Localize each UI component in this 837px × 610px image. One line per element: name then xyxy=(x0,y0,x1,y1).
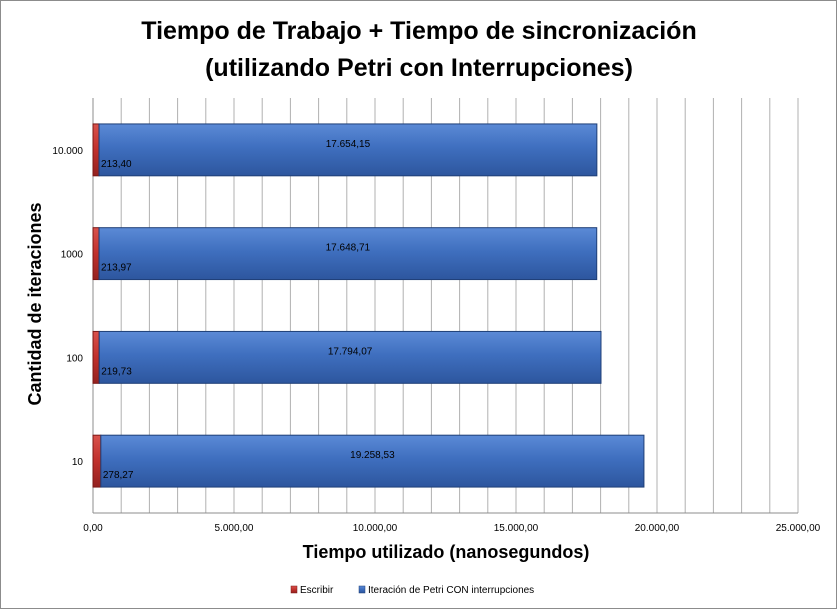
bar-iteracion-petri xyxy=(100,434,645,488)
bar-escribir xyxy=(92,434,102,488)
data-label-iteracion-petri: 19.258,53 xyxy=(350,450,395,461)
x-axis-title: Tiempo utilizado (nanosegundos) xyxy=(303,542,590,562)
x-tick-label: 5.000,00 xyxy=(215,523,254,534)
y-tick-label: 100 xyxy=(66,353,83,364)
y-tick-labels: 10.000 1000 100 10 xyxy=(52,146,83,468)
bar-escribir xyxy=(92,330,100,384)
bar-iteracion-petri xyxy=(98,227,598,281)
x-tick-label: 20.000,00 xyxy=(635,523,680,534)
legend-label-escribir: Escribir xyxy=(300,585,334,596)
legend-key-escribir xyxy=(290,585,298,594)
chart-title-line-2: (utilizando Petri con Interrupciones) xyxy=(205,54,633,82)
data-label-escribir: 278,27 xyxy=(103,470,134,481)
x-tick-label: 25.000,00 xyxy=(776,523,821,534)
data-label-escribir: 213,97 xyxy=(101,263,132,274)
data-label-escribir: 219,73 xyxy=(101,366,132,377)
data-label-iteracion-petri: 17.654,15 xyxy=(326,139,371,150)
legend-key-iteracion-petri xyxy=(358,585,366,594)
bar-escribir xyxy=(92,227,100,281)
x-tick-label: 10.000,00 xyxy=(353,523,398,534)
legend: Escribir Iteración de Petri CON interrupc… xyxy=(290,585,534,596)
x-tick-label: 15.000,00 xyxy=(494,523,539,534)
y-tick-label: 1000 xyxy=(61,250,84,261)
bars xyxy=(92,123,645,488)
bar-escribir xyxy=(92,123,100,177)
y-tick-label: 10 xyxy=(72,457,84,468)
data-label-iteracion-petri: 17.648,71 xyxy=(326,243,371,254)
legend-label-iteracion-petri: Iteración de Petri CON interrupciones xyxy=(368,585,534,596)
data-label-iteracion-petri: 17.794,07 xyxy=(328,346,373,357)
y-axis-title: Cantidad de iteraciones xyxy=(25,202,45,405)
bar-iteracion-petri xyxy=(98,330,602,384)
data-label-escribir: 213,40 xyxy=(101,159,132,170)
chart-title-line-1: Tiempo de Trabajo + Tiempo de sincroniza… xyxy=(141,17,696,45)
data-labels: 17.654,15 213,40 17.648,71 213,97 17.794,07 2… xyxy=(101,139,395,481)
x-tick-labels: 0,00 5.000,00 10.000,00 15.000,00 20.000,00 2… xyxy=(83,523,820,534)
x-tick-label: 0,00 xyxy=(83,523,103,534)
y-tick-label: 10.000 xyxy=(52,146,83,157)
bar-iteracion-petri xyxy=(98,123,598,177)
